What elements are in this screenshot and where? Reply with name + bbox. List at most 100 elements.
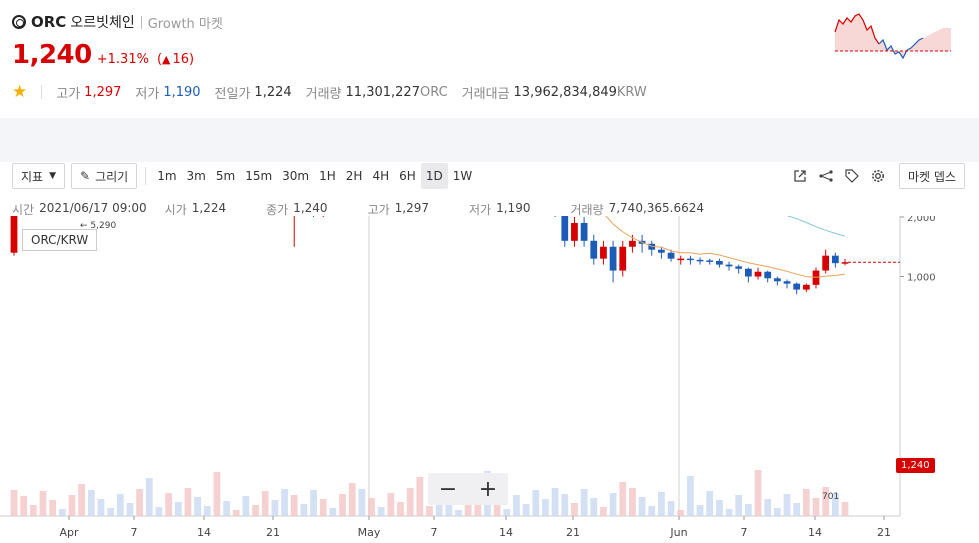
timeframe-15m[interactable]: 15m <box>245 169 273 183</box>
volume-bar <box>78 484 86 516</box>
zoom-out-button[interactable]: − <box>438 476 458 502</box>
volume-bar <box>155 507 163 516</box>
x-tick-label: 14 <box>499 526 513 539</box>
volume-bar <box>706 491 714 516</box>
x-tick-label: Apr <box>59 526 79 539</box>
volume-bar <box>339 494 346 516</box>
x-tick-label: Jun <box>669 526 687 539</box>
candle-body <box>687 258 694 261</box>
pair-label: ORC/KRW <box>22 229 98 251</box>
volume-bar <box>725 509 733 516</box>
market-depth-button[interactable]: 마켓 뎁스 <box>899 163 965 189</box>
amount-unit: KRW <box>616 84 647 100</box>
candle-body <box>754 271 762 277</box>
volume-bar <box>600 507 607 516</box>
timeframe-2h[interactable]: 2H <box>345 169 363 183</box>
volume-bar <box>49 500 57 516</box>
title-row: ORC 오르빗체인 Growth 마켓 <box>12 12 223 32</box>
candle-body <box>706 260 714 262</box>
info-open: 1,224 <box>191 201 227 215</box>
volume-bar <box>145 478 153 516</box>
tag-icon[interactable] <box>841 165 863 187</box>
volume-bar <box>464 496 472 516</box>
volume-bar <box>648 506 656 516</box>
candle-body <box>10 216 18 253</box>
zoom-in-button[interactable]: + <box>478 476 498 502</box>
high-value: 1,297 <box>84 84 122 100</box>
favorite-star-icon[interactable]: ★ <box>12 82 28 102</box>
low-label: 저가 <box>135 86 160 102</box>
timeframe-1h[interactable]: 1H <box>319 169 336 183</box>
volume-unit: ORC <box>419 84 448 100</box>
volume-bar <box>532 490 540 516</box>
indicator-button[interactable]: 지표 ▼ <box>12 163 66 189</box>
volume-bar <box>677 510 685 516</box>
timeframe-1w[interactable]: 1W <box>452 169 473 183</box>
market-header: ORC 오르빗체인 Growth 마켓 1,240 +1.31% (▲ 16) ★… <box>0 0 979 118</box>
timeframe-1m[interactable]: 1m <box>157 169 177 183</box>
candle-info-row: 시간 2021/06/17 09:00 시가 1,224 종가 1,240 고가… <box>12 201 722 218</box>
volume-bar <box>542 499 549 516</box>
volume-bar <box>406 488 414 516</box>
info-low: 1,190 <box>496 201 531 215</box>
volume-bar <box>194 497 201 516</box>
volume-bar <box>744 504 752 516</box>
timeframe-4h[interactable]: 4H <box>372 169 390 183</box>
chart-toolbar: 지표 ▼ ✎ 그리기 1m 3m 5m 15m 30m 1H 2H 4H 6H 1D 1W 마켓 뎁스 <box>0 160 979 192</box>
volume-bar <box>348 483 356 516</box>
coin-symbol: ORC <box>31 13 67 31</box>
volume-bar <box>271 500 279 516</box>
last-price-tag: 1,240 <box>896 458 935 473</box>
candle-body <box>783 281 791 284</box>
volume-bar <box>735 495 743 516</box>
x-tick-label: May <box>358 526 381 539</box>
prev-label: 전일가 <box>214 86 251 102</box>
share-nodes-icon[interactable] <box>815 165 837 187</box>
volume-bar <box>281 489 288 516</box>
candle-body <box>764 271 772 279</box>
candle-body <box>590 240 598 259</box>
volume-bar <box>522 504 530 516</box>
volume-bar <box>590 498 598 516</box>
timeframe-6h[interactable]: 6H <box>399 169 416 183</box>
volume-bar <box>223 501 230 516</box>
volume-bar <box>58 509 66 516</box>
timeframe-3m[interactable]: 3m <box>186 169 206 183</box>
timeframe-1d[interactable]: 1D <box>420 163 448 189</box>
timeframe-30m[interactable]: 30m <box>282 169 310 183</box>
candle-body <box>629 240 636 247</box>
volume-bar <box>203 506 211 516</box>
max-price-marker: ← 5,290 <box>80 221 116 231</box>
gear-icon[interactable] <box>867 165 889 187</box>
candle-body <box>696 259 704 262</box>
coin-name: 오르빗체인 <box>70 15 135 31</box>
volume-bar <box>831 493 839 516</box>
volume-value: 11,301,227 <box>345 84 420 100</box>
external-link-icon[interactable] <box>789 165 811 187</box>
coin-logo-icon <box>12 15 26 29</box>
stats-divider <box>41 85 43 99</box>
x-tick-label: 21 <box>266 526 280 539</box>
candle-body <box>580 222 588 241</box>
volume-bar <box>445 501 453 516</box>
draw-button[interactable]: ✎ 그리기 <box>71 163 138 189</box>
candle-body <box>658 249 665 253</box>
info-high: 1,297 <box>394 201 430 215</box>
timeframe-list: 1m 3m 5m 15m 30m 1H 2H 4H 6H 1D 1W <box>152 163 477 189</box>
volume-bar <box>773 508 781 516</box>
up-triangle-icon: ▲ <box>162 53 171 66</box>
volume-bar <box>68 495 76 516</box>
volume-bar <box>213 472 221 516</box>
candle-body <box>667 252 675 259</box>
volume-bar <box>310 490 317 516</box>
x-tick-label: 7 <box>431 526 438 539</box>
volume-bar <box>841 502 849 516</box>
volume-bar <box>136 489 143 516</box>
timeframe-5m[interactable]: 5m <box>215 169 236 183</box>
volume-bar <box>184 488 192 516</box>
info-close-label: 종가 <box>266 203 289 217</box>
min-price-marker: 701 <box>822 492 839 502</box>
volume-bar <box>377 507 385 516</box>
volume-bar <box>629 488 636 516</box>
volume-bar <box>29 505 37 516</box>
